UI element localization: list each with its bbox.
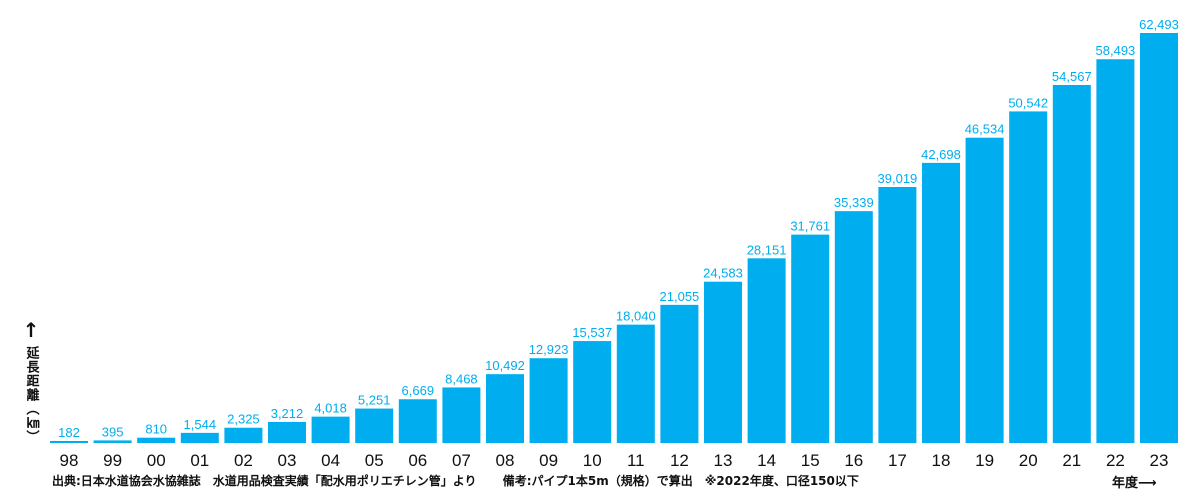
x-tick-21: 21: [1062, 451, 1081, 470]
x-tick-09: 09: [539, 451, 558, 470]
value-label-03: 3,212: [271, 406, 304, 421]
bar-10: [573, 341, 612, 443]
x-tick-04: 04: [321, 451, 340, 470]
value-label-09: 12,923: [529, 342, 569, 357]
bar-00: [137, 437, 176, 443]
x-tick-20: 20: [1019, 451, 1038, 470]
x-axis-title: 年度: [1112, 476, 1139, 491]
arrow-up-icon: ↑: [22, 318, 40, 342]
x-tick-06: 06: [408, 451, 427, 470]
bar-07: [442, 387, 481, 443]
x-tick-23: 23: [1150, 451, 1169, 470]
bar-06: [398, 399, 437, 443]
bar-01: [180, 432, 219, 443]
x-tick-17: 17: [888, 451, 907, 470]
bar-11: [616, 324, 655, 443]
value-label-17: 39,019: [878, 171, 918, 186]
value-label-16: 35,339: [834, 195, 874, 210]
x-tick-19: 19: [975, 451, 994, 470]
x-tick-01: 01: [190, 451, 209, 470]
remark-note: 備考:パイプ1本5m（規格）で算出 ※2022年度、口径150以下: [502, 474, 859, 488]
bar-20: [1009, 111, 1048, 443]
bar-19: [965, 137, 1004, 444]
x-tick-11: 11: [627, 451, 645, 470]
value-label-10: 15,537: [572, 325, 612, 340]
bar-04: [311, 416, 350, 443]
value-label-08: 10,492: [485, 358, 525, 373]
y-axis-title: 延長距離（㎞）: [23, 346, 39, 444]
bar-05: [355, 408, 394, 443]
bar-99: [93, 440, 132, 443]
value-label-99: 395: [102, 424, 124, 439]
bars-group: [50, 33, 1178, 444]
bar-21: [1052, 85, 1091, 444]
bar-17: [878, 187, 917, 443]
x-tick-22: 22: [1106, 451, 1125, 470]
value-label-23: 62,493: [1139, 17, 1179, 32]
x-axis-label: 年度⟶: [1112, 472, 1157, 491]
value-label-22: 58,493: [1096, 43, 1136, 58]
value-label-20: 50,542: [1008, 95, 1048, 110]
bar-22: [1096, 59, 1135, 443]
bar-03: [268, 421, 306, 443]
value-label-07: 8,468: [445, 371, 478, 386]
x-tick-12: 12: [670, 451, 689, 470]
source-note: 出典:日本水道協会水協雑誌 水道用品検査実績「配水用ポリエチレン管」より: [52, 474, 477, 488]
x-tick-16: 16: [844, 451, 863, 470]
value-label-00: 810: [145, 422, 167, 437]
bar-98: [50, 441, 88, 443]
x-tick-00: 00: [147, 451, 166, 470]
bar-12: [660, 304, 699, 443]
x-tick-03: 03: [278, 451, 297, 470]
value-label-21: 54,567: [1052, 69, 1092, 84]
x-tick-98: 98: [60, 451, 79, 470]
bar-09: [529, 358, 568, 443]
value-label-01: 1,544: [184, 417, 217, 432]
value-label-14: 28,151: [747, 242, 787, 257]
x-tick-14: 14: [757, 451, 776, 470]
bar-16: [834, 211, 873, 443]
value-label-06: 6,669: [402, 383, 435, 398]
x-tick-15: 15: [801, 451, 820, 470]
value-label-15: 31,761: [790, 219, 830, 234]
value-label-98: 182: [58, 425, 80, 440]
bar-23: [1140, 33, 1178, 443]
x-tick-labels-group: 98 99 00 01 02 03 04 05 06 07 08 09 10 11 12 13 14 15 16 17…: [60, 451, 1169, 470]
bar-08: [486, 374, 524, 443]
bar-14: [747, 258, 786, 443]
value-labels-group: 182 395 810 1,544 2,325 3,212 4,018 5,251 6,669 8…: [58, 17, 1179, 440]
x-tick-18: 18: [932, 451, 951, 470]
bar-13: [704, 281, 742, 443]
arrow-right-icon: ⟶: [1138, 476, 1157, 491]
value-label-18: 42,698: [921, 147, 961, 162]
x-tick-08: 08: [496, 451, 515, 470]
bar-15: [791, 234, 830, 443]
value-label-05: 5,251: [358, 393, 391, 408]
value-label-13: 24,583: [703, 266, 743, 281]
value-label-19: 46,534: [965, 122, 1005, 137]
footnote: 出典:日本水道協会水協雑誌 水道用品検査実績「配水用ポリエチレン管」より 備考:…: [52, 472, 881, 489]
x-tick-99: 99: [103, 451, 122, 470]
value-label-04: 4,018: [314, 401, 347, 416]
bar-02: [224, 427, 263, 443]
x-tick-02: 02: [234, 451, 253, 470]
x-tick-07: 07: [452, 451, 471, 470]
value-label-11: 18,040: [616, 309, 656, 324]
x-tick-10: 10: [583, 451, 602, 470]
value-label-12: 21,055: [660, 289, 700, 304]
bar-18: [922, 162, 960, 443]
x-tick-13: 13: [714, 451, 733, 470]
x-tick-05: 05: [365, 451, 384, 470]
value-label-02: 2,325: [227, 412, 260, 427]
y-axis-label: ↑ 延長距離（㎞）: [20, 320, 42, 460]
